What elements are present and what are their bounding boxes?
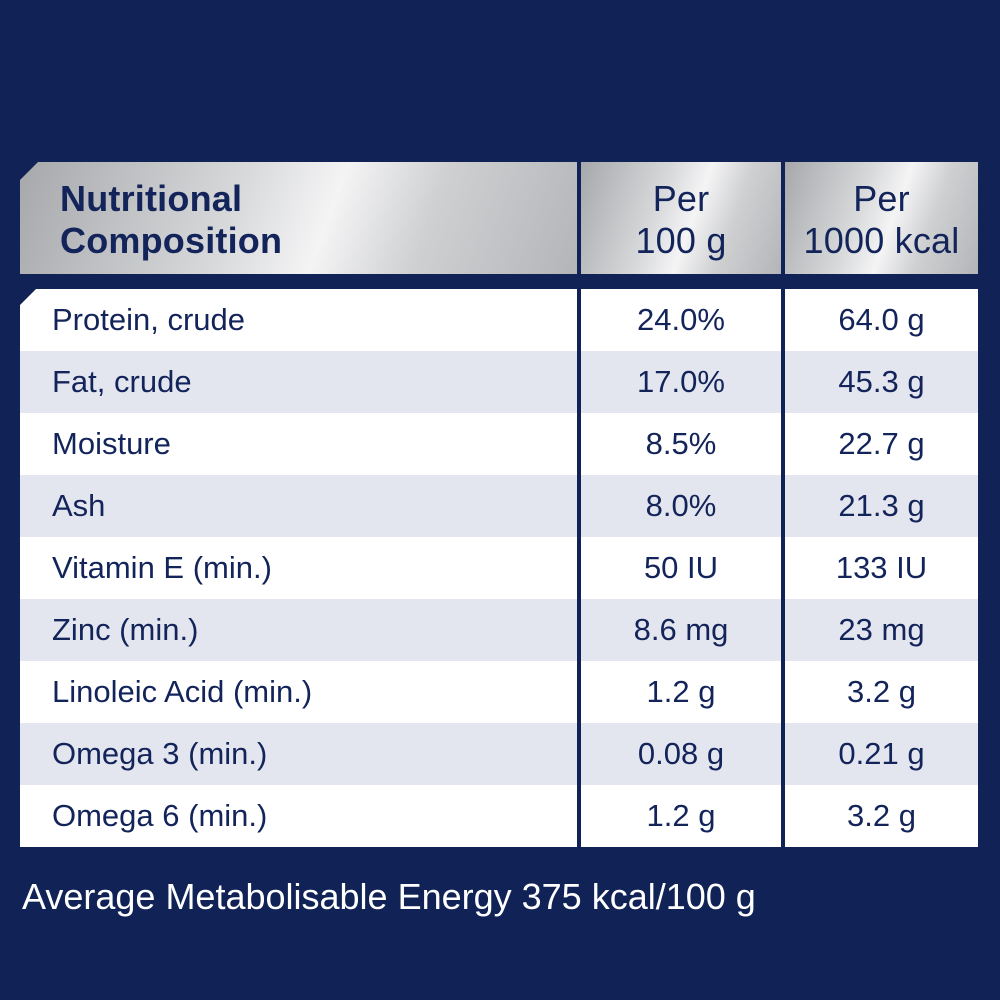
header-per-1000kcal: Per 1000 kcal bbox=[785, 162, 978, 274]
value-per-100g: 1.2 g bbox=[581, 785, 781, 847]
value-per-1000kcal: 23 mg bbox=[785, 599, 978, 661]
value-per-100g: 0.08 g bbox=[581, 723, 781, 785]
table-body: Protein, crude 24.0% 64.0 g Fat, crude 1… bbox=[20, 289, 978, 847]
table-row: Zinc (min.) 8.6 mg 23 mg bbox=[20, 599, 978, 661]
table-row: Omega 6 (min.) 1.2 g 3.2 g bbox=[20, 785, 978, 847]
value-per-100g: 24.0% bbox=[581, 289, 781, 351]
header-col1-line2: Composition bbox=[60, 220, 283, 261]
nutrient-name: Fat, crude bbox=[20, 351, 577, 413]
header-col3-line1: Per bbox=[853, 178, 910, 219]
nutrient-name: Vitamin E (min.) bbox=[20, 537, 577, 599]
value-per-1000kcal: 21.3 g bbox=[785, 475, 978, 537]
value-per-1000kcal: 3.2 g bbox=[785, 785, 978, 847]
table-row: Ash 8.0% 21.3 g bbox=[20, 475, 978, 537]
nutrient-name: Protein, crude bbox=[20, 289, 577, 351]
nutrient-name: Zinc (min.) bbox=[20, 599, 577, 661]
value-per-100g: 1.2 g bbox=[581, 661, 781, 723]
header-per-100g: Per 100 g bbox=[581, 162, 781, 274]
value-per-100g: 50 IU bbox=[581, 537, 781, 599]
metabolisable-energy-note: Average Metabolisable Energy 375 kcal/10… bbox=[22, 876, 756, 917]
value-per-100g: 8.0% bbox=[581, 475, 781, 537]
value-per-1000kcal: 45.3 g bbox=[785, 351, 978, 413]
value-per-100g: 8.5% bbox=[581, 413, 781, 475]
header-col2-line2: 100 g bbox=[635, 220, 727, 261]
header-nutritional-composition: Nutritional Composition bbox=[20, 162, 577, 274]
table-row: Protein, crude 24.0% 64.0 g bbox=[20, 289, 978, 351]
value-per-1000kcal: 64.0 g bbox=[785, 289, 978, 351]
table-row: Moisture 8.5% 22.7 g bbox=[20, 413, 978, 475]
table-row: Vitamin E (min.) 50 IU 133 IU bbox=[20, 537, 978, 599]
header-col1-line1: Nutritional bbox=[60, 178, 243, 219]
table-row: Fat, crude 17.0% 45.3 g bbox=[20, 351, 978, 413]
value-per-100g: 17.0% bbox=[581, 351, 781, 413]
header-col2-line1: Per bbox=[652, 178, 710, 219]
table-row: Linoleic Acid (min.) 1.2 g 3.2 g bbox=[20, 661, 978, 723]
nutrient-name: Omega 6 (min.) bbox=[20, 785, 577, 847]
nutrient-name: Omega 3 (min.) bbox=[20, 723, 577, 785]
table-row: Omega 3 (min.) 0.08 g 0.21 g bbox=[20, 723, 978, 785]
nutrient-name: Linoleic Acid (min.) bbox=[20, 661, 577, 723]
value-per-1000kcal: 3.2 g bbox=[785, 661, 978, 723]
nutrient-name: Moisture bbox=[20, 413, 577, 475]
value-per-1000kcal: 133 IU bbox=[785, 537, 978, 599]
nutrient-name: Ash bbox=[20, 475, 577, 537]
value-per-1000kcal: 22.7 g bbox=[785, 413, 978, 475]
value-per-100g: 8.6 mg bbox=[581, 599, 781, 661]
value-per-1000kcal: 0.21 g bbox=[785, 723, 978, 785]
header-col3-line2: 1000 kcal bbox=[803, 220, 960, 261]
